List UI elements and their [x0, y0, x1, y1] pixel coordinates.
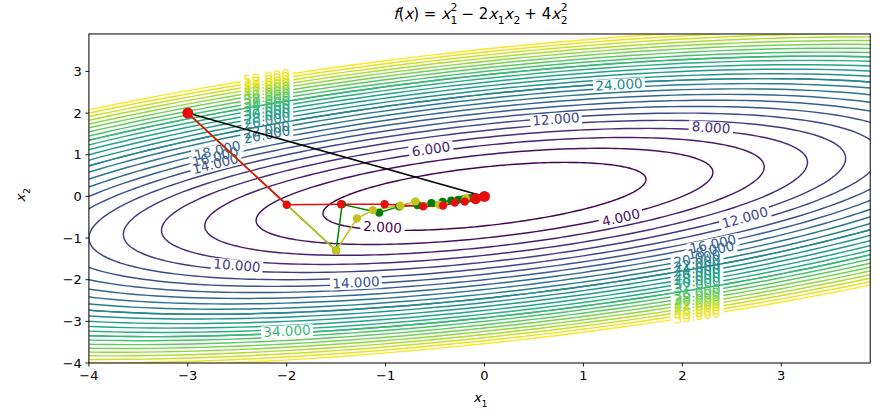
x-tick-label: 2 [678, 368, 686, 383]
contour-label-24: 24.000 [595, 75, 643, 94]
gd-red-path-marker [380, 200, 388, 208]
contour-label-2: 2.000 [363, 218, 403, 236]
x-tick-label: 3 [777, 368, 785, 383]
x-tick-label: −3 [178, 368, 197, 383]
contour-plot-canvas: 2.0004.0006.0008.00010.00012.00012.00014… [0, 0, 889, 413]
x-tick-label: 0 [480, 368, 488, 383]
x-tick-label: 1 [579, 368, 587, 383]
gd-red-path-marker [419, 202, 427, 210]
gd-red-path-marker [283, 201, 291, 209]
gd-olive-path-marker [332, 246, 340, 254]
x-tick-label: −1 [376, 368, 395, 383]
gd-red-path-marker [461, 197, 469, 205]
x-tick-label: −2 [277, 368, 296, 383]
gd-olive-path-marker [369, 206, 377, 214]
gd-red-path-marker [439, 201, 447, 209]
gd-green-path-marker [427, 199, 435, 207]
gd-red-path-marker [479, 191, 490, 202]
contour-label-8: 8.000 [691, 118, 731, 136]
y-tick-label: −1 [63, 231, 82, 246]
y-axis-label: x2 [13, 189, 28, 203]
gd-red-path-marker [451, 198, 459, 206]
gd-olive-path-marker [411, 197, 419, 205]
y-tick-label: −4 [63, 356, 82, 371]
y-tick-label: −2 [63, 272, 82, 287]
gd-red-path-marker [182, 108, 193, 119]
gd-olive-path-marker [353, 214, 361, 222]
x-axis-label: x1 [70, 390, 889, 405]
plot-title: f(x) = x21 − 2x1x2 + 4x22 [70, 5, 889, 23]
gd-olive-path-marker [396, 201, 404, 209]
y-tick-label: −3 [63, 314, 82, 329]
figure: { "title": { "plain": "f(x) = x1^2 - 2x1… [0, 0, 889, 413]
y-tick-label: 1 [74, 147, 82, 162]
y-tick-label: 2 [74, 106, 82, 121]
x-tick-label: −4 [79, 368, 98, 383]
contour-label-12: 12.000 [532, 109, 580, 128]
contour-label-14: 14.000 [332, 273, 380, 291]
contour-label-34: 34.000 [263, 322, 311, 340]
y-tick-label: 0 [74, 189, 82, 204]
y-tick-label: 3 [74, 64, 82, 79]
gd-red-path-marker [337, 200, 345, 208]
